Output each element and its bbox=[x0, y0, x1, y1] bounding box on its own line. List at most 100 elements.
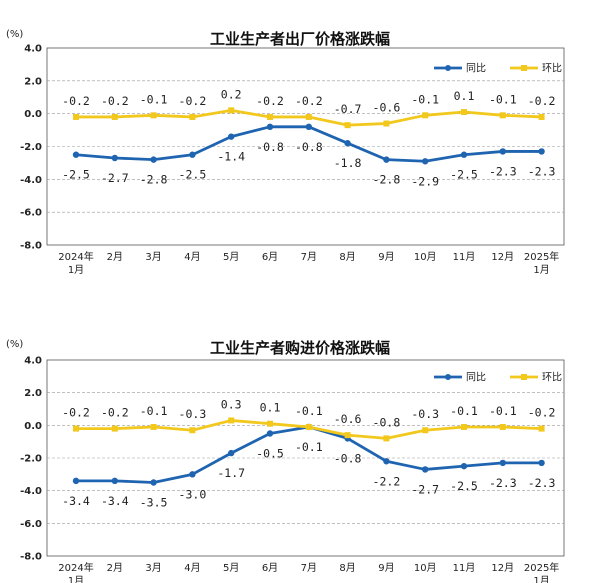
data-label: -0.8 bbox=[256, 140, 284, 154]
data-label: -0.2 bbox=[256, 94, 284, 108]
series-point bbox=[305, 423, 312, 430]
series-point bbox=[189, 113, 196, 120]
data-label: -3.4 bbox=[62, 494, 90, 508]
data-label: -1.4 bbox=[217, 150, 245, 164]
x-tick-label: 4月 bbox=[184, 251, 200, 263]
series-point bbox=[111, 154, 119, 162]
legend-label: 同比 bbox=[466, 63, 486, 75]
data-label: -2.5 bbox=[179, 168, 207, 182]
data-label: -0.1 bbox=[489, 404, 517, 418]
series-point bbox=[267, 113, 273, 120]
series-point bbox=[499, 148, 506, 155]
y-tick-label: -2.0 bbox=[20, 454, 42, 465]
series-point bbox=[422, 112, 429, 119]
x-tick-label: 3月 bbox=[145, 251, 161, 263]
series-point bbox=[538, 148, 545, 155]
x-tick-label: 7月 bbox=[301, 562, 317, 574]
legend-marker bbox=[521, 65, 527, 71]
y-tick-label: -4.0 bbox=[20, 175, 42, 186]
data-label: -3.0 bbox=[179, 487, 207, 501]
legend-marker bbox=[521, 374, 527, 380]
series-point bbox=[228, 107, 235, 114]
data-label: -0.2 bbox=[62, 406, 90, 420]
series-point bbox=[422, 427, 429, 434]
data-label: -3.4 bbox=[101, 494, 129, 508]
series-point bbox=[538, 425, 545, 432]
x-tick-label: 1月 bbox=[533, 264, 549, 276]
series-point bbox=[72, 477, 80, 485]
data-label: -3.5 bbox=[140, 496, 168, 510]
data-label: -0.8 bbox=[334, 451, 362, 465]
x-tick-label: 4月 bbox=[184, 562, 200, 574]
y-tick-label: -6.0 bbox=[20, 208, 42, 219]
series-point bbox=[228, 449, 235, 457]
y-tick-label: -2.0 bbox=[20, 142, 42, 153]
y-tick-label: 4.0 bbox=[24, 356, 42, 367]
y-tick-label: 0.0 bbox=[24, 109, 42, 120]
data-label: -2.7 bbox=[411, 482, 439, 496]
legend-item: 环比 bbox=[510, 372, 562, 384]
data-label: -2.2 bbox=[373, 474, 401, 488]
x-tick-label: 11月 bbox=[453, 251, 476, 263]
data-label: -2.5 bbox=[62, 168, 90, 182]
series-point bbox=[499, 423, 506, 430]
data-label: -2.3 bbox=[489, 164, 517, 178]
series-point bbox=[150, 112, 157, 119]
data-label: -0.3 bbox=[179, 407, 207, 421]
x-tick-label: 10月 bbox=[414, 251, 437, 263]
series-point bbox=[228, 133, 235, 140]
series-point bbox=[422, 466, 429, 473]
data-label: 0.1 bbox=[260, 401, 281, 415]
series-point bbox=[460, 462, 468, 470]
series-point bbox=[150, 423, 157, 430]
series-point bbox=[228, 417, 235, 424]
series-point bbox=[266, 430, 274, 437]
data-label: 0.2 bbox=[221, 87, 242, 101]
data-label: -0.8 bbox=[373, 415, 401, 429]
series-point bbox=[305, 123, 312, 130]
data-label: 0.3 bbox=[221, 397, 242, 411]
x-tick-label: 8月 bbox=[339, 562, 355, 574]
y-tick-label: -8.0 bbox=[20, 241, 42, 252]
data-label: -0.1 bbox=[295, 440, 323, 454]
x-tick-label: 6月 bbox=[262, 562, 278, 574]
chart-panel-1: 工业生产者出厂价格涨跌幅 (%)4.0 2.0 0.0 -2.0 -4.0 -6.0 -8.0… bbox=[6, 29, 565, 276]
legend-item: 同比 bbox=[434, 63, 486, 75]
data-label: -0.6 bbox=[334, 412, 362, 426]
series-point bbox=[150, 479, 157, 486]
legend-label: 环比 bbox=[542, 372, 562, 384]
x-tick-label: 3月 bbox=[145, 562, 161, 574]
data-label: -0.7 bbox=[334, 102, 362, 116]
series-point bbox=[305, 113, 312, 120]
chart-title: 工业生产者购进价格涨跌幅 bbox=[210, 339, 390, 357]
legend-marker bbox=[445, 374, 451, 380]
data-label: -0.2 bbox=[101, 94, 129, 108]
series-point bbox=[422, 158, 429, 165]
data-label: -0.1 bbox=[295, 404, 323, 418]
series-point bbox=[111, 113, 118, 120]
x-tick-label: 9月 bbox=[378, 562, 394, 574]
data-label: -0.1 bbox=[140, 92, 168, 106]
x-tick-label: 5月 bbox=[223, 562, 239, 574]
data-label: -2.3 bbox=[489, 476, 517, 490]
data-label: -2.3 bbox=[528, 164, 556, 178]
data-label: -0.1 bbox=[411, 92, 439, 106]
series-point bbox=[461, 109, 467, 116]
series-point bbox=[499, 459, 506, 467]
data-label: -0.3 bbox=[411, 407, 439, 421]
data-label: -0.2 bbox=[101, 406, 129, 420]
chart-title: 工业生产者出厂价格涨跌幅 bbox=[210, 30, 390, 48]
series-point bbox=[189, 427, 196, 434]
x-tick-label: 2025年 bbox=[524, 561, 559, 574]
data-label: -0.2 bbox=[528, 94, 556, 108]
data-label: -0.1 bbox=[450, 404, 478, 418]
x-tick-label: 7月 bbox=[301, 251, 317, 263]
x-tick-label: 1月 bbox=[68, 264, 84, 276]
x-tick-label: 12月 bbox=[491, 251, 514, 263]
data-label: -2.3 bbox=[528, 476, 556, 490]
data-label: -0.2 bbox=[528, 406, 556, 420]
series-point bbox=[538, 459, 545, 467]
series-point bbox=[73, 113, 79, 120]
data-label: -1.8 bbox=[334, 156, 362, 170]
